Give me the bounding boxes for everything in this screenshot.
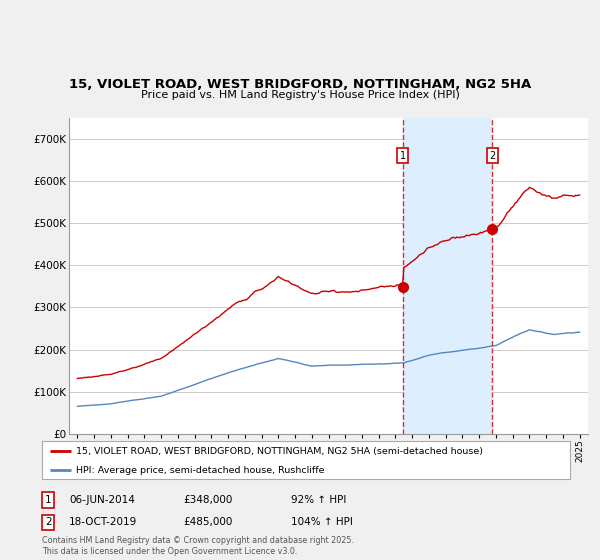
Text: £348,000: £348,000 [183, 495, 232, 505]
Text: 1: 1 [400, 151, 406, 161]
Text: HPI: Average price, semi-detached house, Rushcliffe: HPI: Average price, semi-detached house,… [76, 466, 325, 475]
Text: 18-OCT-2019: 18-OCT-2019 [69, 517, 137, 528]
Text: Contains HM Land Registry data © Crown copyright and database right 2025.
This d: Contains HM Land Registry data © Crown c… [42, 536, 354, 556]
Text: 1: 1 [45, 495, 52, 505]
Bar [403, 118, 493, 434]
Text: 15, VIOLET ROAD, WEST BRIDGFORD, NOTTINGHAM, NG2 5HA (semi-detached house): 15, VIOLET ROAD, WEST BRIDGFORD, NOTTING… [76, 447, 484, 456]
Text: 06-JUN-2014: 06-JUN-2014 [69, 495, 135, 505]
Text: 2: 2 [45, 517, 52, 528]
Text: 15, VIOLET ROAD, WEST BRIDGFORD, NOTTINGHAM, NG2 5HA: 15, VIOLET ROAD, WEST BRIDGFORD, NOTTING… [69, 78, 531, 91]
Text: 104% ↑ HPI: 104% ↑ HPI [291, 517, 353, 528]
Text: £485,000: £485,000 [183, 517, 232, 528]
Text: 92% ↑ HPI: 92% ↑ HPI [291, 495, 346, 505]
Text: 2: 2 [489, 151, 496, 161]
Text: Price paid vs. HM Land Registry's House Price Index (HPI): Price paid vs. HM Land Registry's House … [140, 90, 460, 100]
